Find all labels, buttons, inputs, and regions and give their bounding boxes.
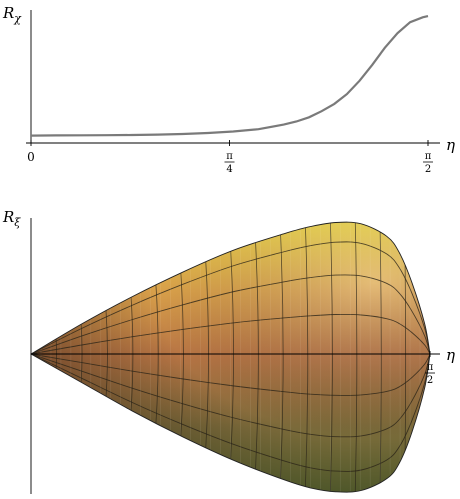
- x-tick-label-numerator: π: [427, 362, 434, 373]
- top-x-label: η: [446, 136, 455, 154]
- surface-mesh-line: [80, 320, 83, 387]
- bottom-x-label: η: [446, 346, 455, 364]
- surface-mesh-line: [404, 262, 407, 454]
- x-tick-label-numerator: π: [226, 151, 233, 162]
- bottom-chart: Rξ η π2: [2, 208, 455, 494]
- surface-mesh-line: [105, 306, 108, 401]
- top-ticks: 0 π 4 π 2: [27, 140, 433, 175]
- surface-contour-line: [31, 353, 430, 438]
- surface: [31, 222, 430, 493]
- surface-mesh: [31, 222, 430, 493]
- x-tick-label: 0: [27, 150, 35, 164]
- surface-mesh-line: [230, 247, 234, 463]
- surface-mesh-line: [379, 228, 382, 486]
- surface-contour-line: [31, 241, 430, 355]
- surface-contour-line: [31, 274, 430, 355]
- bottom-y-label: Rξ: [2, 208, 21, 229]
- top-chart: Rχ η 0 π 4 π 2: [2, 4, 455, 175]
- surface-mesh-line: [280, 230, 284, 483]
- bottom-ticks: π2: [425, 351, 435, 386]
- surface-contour-line: [31, 353, 430, 396]
- surface-mesh-line: [304, 223, 309, 491]
- top-y-label: Rχ: [2, 4, 22, 25]
- surface-contour-line: [31, 353, 430, 472]
- surface-mesh-line: [180, 269, 184, 440]
- x-tick-label-numerator: π: [425, 151, 432, 162]
- surface-contour-line: [31, 313, 430, 355]
- x-tick-label-denominator: 4: [226, 164, 232, 175]
- top-series-line: [30, 15, 429, 137]
- surface-mesh-line: [255, 238, 259, 473]
- surface-mesh-line: [354, 222, 358, 493]
- surface-mesh-line: [329, 222, 333, 493]
- x-tick-label-denominator: 2: [427, 375, 433, 386]
- surface-mesh-line: [205, 258, 209, 452]
- x-tick-label-denominator: 2: [425, 164, 431, 175]
